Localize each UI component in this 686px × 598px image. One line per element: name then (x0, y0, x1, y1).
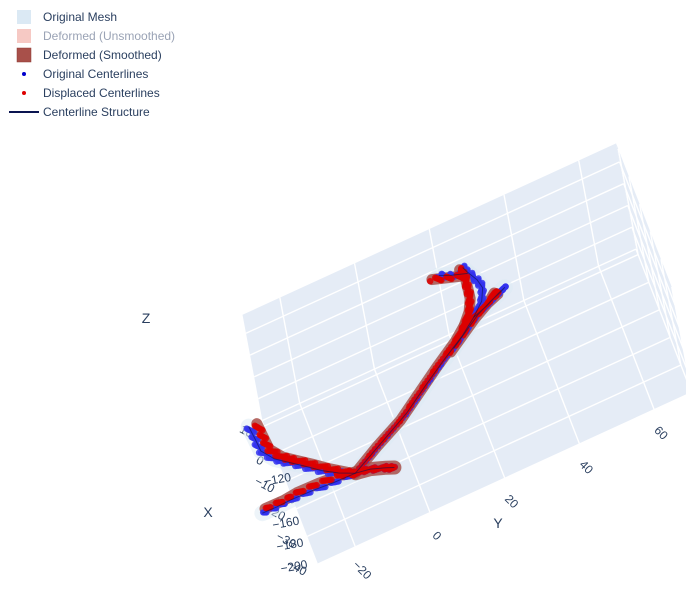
legend-label: Deformed (Unsmoothed) (43, 29, 175, 43)
centerline-structure-line (453, 286, 506, 349)
grid-line-y (448, 334, 506, 479)
displaced-centerline-point[interactable] (262, 504, 269, 512)
legend-swatch (17, 10, 31, 24)
z-tick-label: −120 (263, 470, 292, 489)
grid-line-z (257, 226, 633, 400)
displaced-centerline-point[interactable] (458, 264, 465, 272)
y-tick-label: −20 (350, 558, 375, 583)
centerline-structure-line (355, 267, 484, 474)
legend-label: Displaced Centerlines (43, 86, 160, 100)
displaced-centerline-point[interactable] (292, 489, 299, 496)
legend-label: Original Mesh (43, 10, 117, 24)
displaced-centerline-point[interactable] (262, 435, 270, 442)
legend-item[interactable]: Original Centerlines (22, 67, 148, 81)
z-tick-label: −200 (279, 557, 308, 576)
displaced-centerline-point[interactable] (272, 499, 279, 507)
grid-line-y (279, 297, 301, 404)
grid-line-z (627, 205, 685, 350)
y-tick-label: 0 (430, 528, 445, 543)
y-axis-title: Y (493, 515, 503, 531)
z-axis-title: Z (142, 310, 151, 326)
legend-swatch (16, 47, 32, 63)
legend-swatch (22, 72, 26, 76)
displaced-centerline-point[interactable] (427, 278, 434, 285)
legend-item[interactable]: Centerline Structure (9, 105, 150, 119)
y-tick-label: 20 (502, 492, 522, 512)
displaced-centerline-point[interactable] (305, 483, 313, 490)
grid-line-y (578, 160, 600, 267)
grid-line-y (597, 265, 655, 410)
legend-swatch (17, 29, 31, 43)
legend-item[interactable]: Deformed (Unsmoothed) (17, 29, 175, 43)
centerline-structure-line (355, 467, 395, 474)
grid-line-z (618, 161, 676, 306)
z-tick-label: −180 (275, 535, 304, 554)
x-axis-title: X (203, 504, 213, 520)
grid-line-z (262, 248, 637, 422)
grid-line-z (253, 204, 629, 378)
displaced-centerline-point[interactable] (319, 477, 326, 485)
displaced-centerline-point[interactable] (284, 494, 291, 501)
legend-swatch (22, 91, 26, 95)
grid-line-y (373, 368, 431, 513)
centerline-structure-line (438, 272, 468, 276)
grid-line-z (631, 227, 686, 369)
legend-label: Centerline Structure (43, 105, 150, 119)
grid-line-y (523, 300, 581, 445)
y-tick-label: 40 (577, 458, 597, 478)
legend-item[interactable]: Displaced Centerlines (22, 86, 160, 100)
displaced-centerline-point[interactable] (432, 274, 439, 281)
centerline-structure-line (248, 426, 356, 474)
displaced-centerline-point[interactable] (259, 427, 266, 434)
grid-line-z (623, 183, 680, 328)
centerline-structure-line (262, 472, 356, 514)
floor-pane (262, 249, 686, 564)
legend-label: Deformed (Smoothed) (43, 48, 162, 62)
grid-line-z (245, 161, 620, 334)
legend-item[interactable]: Original Mesh (17, 10, 117, 24)
grid-line-y (353, 263, 376, 370)
grid-line-z (635, 248, 686, 381)
y-tick-label: 60 (651, 423, 671, 443)
scene[interactable]: −40−30−20−10010−200204060−120−140−160−18… (142, 143, 686, 582)
displaced-centerline-point[interactable] (391, 463, 398, 471)
legend[interactable]: Original Mesh Deformed (Unsmoothed) Deform… (9, 10, 175, 119)
grid-line-y (503, 194, 525, 301)
legend-label: Original Centerlines (43, 67, 148, 81)
z-tick-label: −160 (271, 514, 300, 533)
displaced-centerline-point[interactable] (333, 472, 341, 479)
legend-item[interactable]: Deformed (Smoothed) (16, 47, 162, 63)
